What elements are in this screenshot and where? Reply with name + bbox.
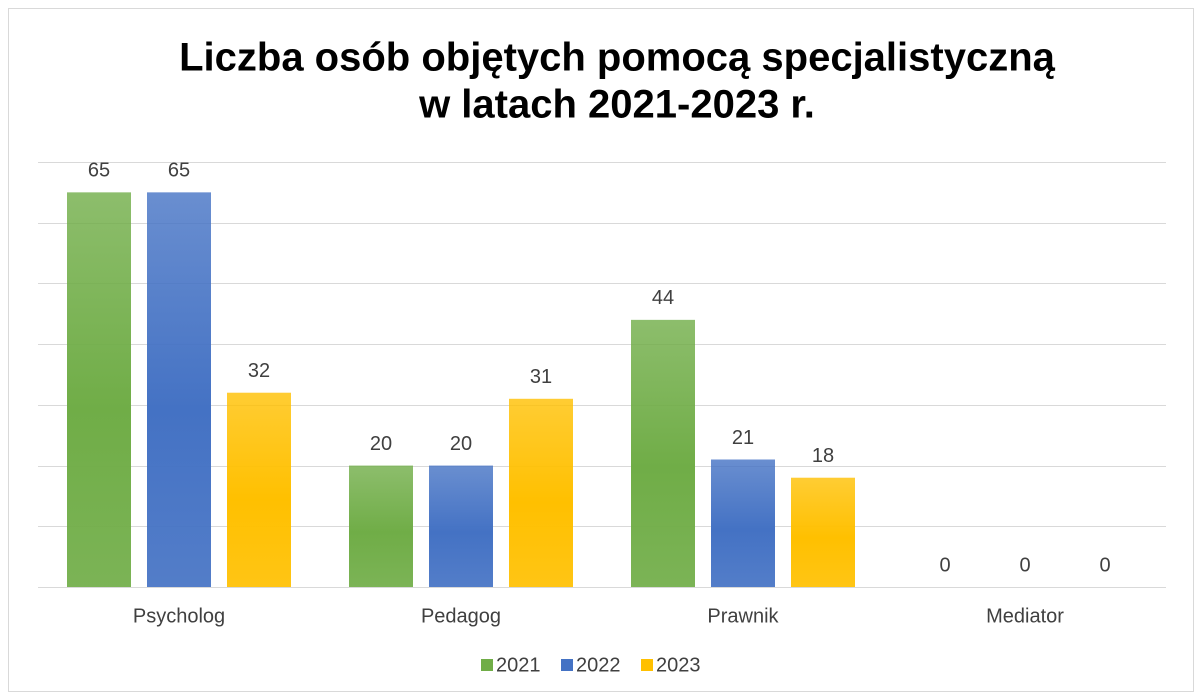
data-label: 0 [1099, 554, 1110, 576]
legend-swatch [561, 659, 573, 671]
data-label: 0 [939, 554, 950, 576]
data-label: 32 [248, 360, 270, 382]
bar [711, 459, 775, 587]
x-tick-label: Mediator [986, 605, 1064, 627]
x-tick-label: Psycholog [133, 605, 225, 627]
x-tick-label: Pedagog [421, 605, 501, 627]
data-label: 65 [168, 160, 190, 182]
chart-title: w latach 2021-2023 r. [418, 83, 815, 127]
bar [509, 398, 573, 587]
data-label: 18 [812, 445, 834, 467]
data-label: 44 [652, 287, 674, 309]
x-tick-label: Prawnik [707, 605, 779, 627]
data-label: 20 [450, 433, 472, 455]
bar [67, 192, 131, 587]
bar [429, 465, 493, 587]
bar [631, 319, 695, 587]
data-label: 0 [1019, 554, 1030, 576]
legend-label: 2022 [576, 654, 621, 676]
bar [349, 465, 413, 587]
legend-swatch [641, 659, 653, 671]
legend-swatch [481, 659, 493, 671]
data-label: 31 [530, 366, 552, 388]
legend-label: 2021 [496, 654, 541, 676]
legend-label: 2023 [656, 654, 701, 676]
bar [791, 477, 855, 587]
chart-title: Liczba osób objętych pomocą specjalistyc… [179, 36, 1056, 80]
data-label: 65 [88, 160, 110, 182]
bar [147, 192, 211, 587]
data-label: 20 [370, 433, 392, 455]
data-label: 21 [732, 427, 754, 449]
bar [227, 392, 291, 587]
